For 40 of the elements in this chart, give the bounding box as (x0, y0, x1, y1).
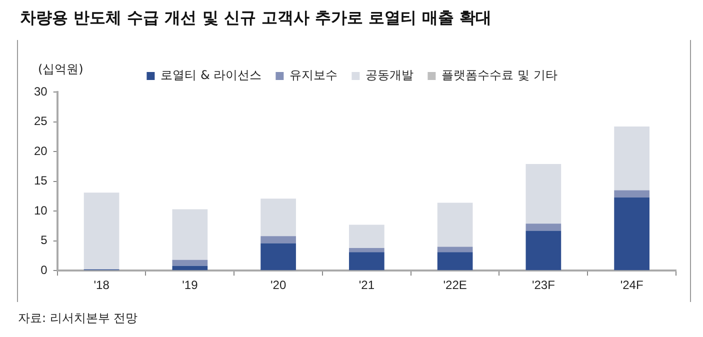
y-tick-label: 5 (40, 233, 48, 248)
y-tick-label: 20 (34, 144, 48, 158)
bar (172, 209, 208, 260)
bar (172, 266, 208, 270)
chart-title: 차량용 반도체 수급 개선 및 신규 고객사 추가로 로열티 매출 확대 (20, 8, 492, 29)
bar (172, 260, 208, 266)
x-tick-label: '22E (443, 278, 467, 292)
legend-label: 플랫폼수수료 및 기타 (442, 68, 558, 82)
bar (349, 252, 384, 270)
x-tick-label: '20 (270, 278, 286, 292)
bar (526, 164, 562, 224)
x-tick-label: '24F (620, 278, 644, 292)
bar (437, 246, 473, 252)
bar (349, 248, 384, 252)
bar (437, 252, 473, 270)
bar (260, 236, 296, 244)
bar (526, 230, 562, 270)
bar (260, 198, 296, 236)
y-tick-label: 0 (40, 262, 48, 277)
y-tick-label: 15 (34, 174, 48, 188)
x-tick-label: '21 (358, 278, 375, 292)
legend-label: 공동개발 (366, 68, 414, 82)
x-tick-label: '19 (182, 278, 198, 292)
bar (614, 197, 650, 270)
bar (614, 126, 650, 190)
bar (84, 192, 120, 270)
bar (349, 224, 384, 248)
legend-label: 로열티 & 라이선스 (160, 68, 262, 82)
y-tick-label: 10 (34, 203, 48, 218)
y-axis-title: (십억원) (38, 62, 84, 76)
bar (260, 243, 296, 270)
x-tick-label: '18 (94, 278, 110, 292)
x-tick-label: '23F (532, 278, 555, 292)
text: 자료: 리서치본부 전망 (18, 310, 138, 327)
y-tick-label: 30 (34, 84, 48, 98)
bar (437, 202, 473, 247)
legend-label: 유지보수 (290, 68, 338, 82)
bar (614, 190, 650, 198)
bar (526, 224, 562, 231)
y-tick-label: 25 (34, 114, 48, 128)
